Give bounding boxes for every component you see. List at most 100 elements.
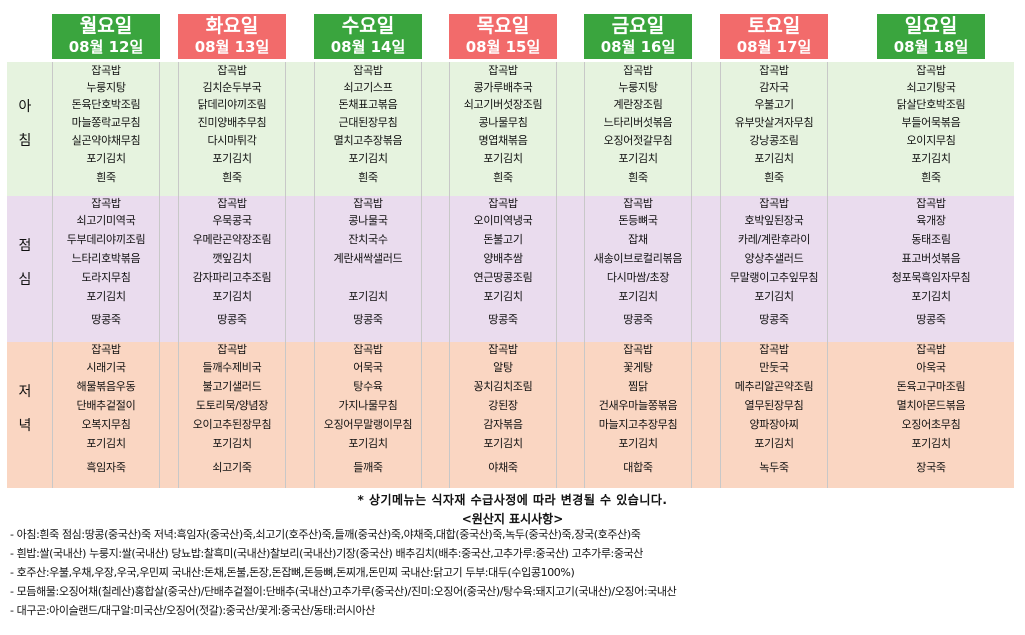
lunch-menu-item: 돈불고기 [483,233,523,246]
lunch-menu-item: 포기김치 [348,290,388,303]
breakfast-menu-item: 닭데리야끼조림 [197,98,267,111]
day-name: 목요일 [476,15,530,37]
breakfast-menu-item: 포기김치 [348,152,388,165]
breakfast-menu-item: 느타리버섯볶음 [603,116,673,129]
breakfast-menu-item: 김치순두부국 [202,81,262,94]
dinner-menu-item: 탕수육 [353,380,383,393]
meal-label-dinner: 저 녁 [7,381,43,437]
breakfast-menu-item: 우불고기 [754,98,794,111]
lunch-menu-item: 콩나물국 [348,214,388,227]
origin-line: - 대구곤:아이슬랜드/대구알:미국산/오징어(젓갈):중국산/꽃게:중국산/동… [10,604,375,617]
breakfast-menu-item: 계란장조림 [613,98,663,111]
dinner-menu-item: 열무된장무침 [744,399,804,412]
lunch-menu-item: 포기김치 [911,290,951,303]
dinner-menu-item: 만둣국 [759,361,789,374]
day-name: 화요일 [205,15,259,37]
origin-line: - 아침:흰죽 점심:땅콩(중국산)죽 저녁:흑임자(중국산)죽,쇠고기(호주산… [10,528,641,541]
dinner-menu-item: 오이고추된장무침 [192,418,272,431]
origin-line: - 흰밥:쌀(국내산) 누룽지:쌀(국내산) 당뇨밥:찰흑미(국내산)찰보리(국… [10,547,643,560]
dinner-menu-item: 강된장 [488,399,518,412]
dinner-menu-item: 양파장아찌 [749,418,799,431]
dinner-menu-item: 감자볶음 [483,418,523,431]
lunch-menu-item: 두부데리야끼조림 [66,233,146,246]
dinner-menu-item: 잡곡밥 [488,343,518,356]
lunch-menu-item: 느타리호박볶음 [71,252,141,265]
breakfast-menu-item: 잡곡밥 [916,64,946,77]
dinner-menu-item: 포기김치 [754,437,794,450]
lunch-menu-item: 우묵콩국 [212,214,252,227]
dinner-menu-item: 잡곡밥 [759,343,789,356]
meal-label-breakfast-1: 아 [18,99,32,115]
lunch-menu-item: 잡곡밥 [759,197,789,210]
lunch-menu-item: 깻잎김치 [212,252,252,265]
dinner-menu-item: 가지나물무침 [338,399,398,412]
day-date: 08월 14일 [330,38,406,56]
lunch-menu-item: 쇠고기미역국 [76,214,136,227]
lunch-menu-item: 잡곡밥 [916,197,946,210]
lunch-menu-item: 표고버섯볶음 [901,252,961,265]
lunch-menu-item: 땅콩죽 [759,313,789,326]
dinner-menu-item: 어묵국 [353,361,383,374]
dinner-menu-item: 오징어무말랭이무침 [323,418,413,431]
origin-line: - 모듬해물:오징어채(칠레산)홍합살(중국산)/단배추겉절이:단배추(국내산)… [10,585,677,598]
lunch-menu-item: 양배추쌈 [483,252,523,265]
day-column-2 [178,62,286,488]
dinner-menu-item: 해물볶음우동 [76,380,136,393]
dinner-menu-item: 포기김치 [483,437,523,450]
breakfast-menu-item: 흰죽 [493,171,513,184]
meal-label-lunch-1: 점 [18,238,32,254]
day-header-4: 목요일 08월 15일 [449,14,557,59]
breakfast-menu-item: 다시마튀각 [207,134,257,147]
dinner-menu-item: 장국죽 [916,461,946,474]
dinner-band [7,342,1014,488]
lunch-menu-item: 감자파리고추조림 [192,271,272,284]
origin-title: <원산지 표시사항> [461,512,564,526]
breakfast-menu-item: 흰죽 [921,171,941,184]
dinner-menu-item: 멸치아몬드볶음 [896,399,966,412]
breakfast-menu-item: 포기김치 [618,152,658,165]
dinner-menu-item: 오복지무침 [81,418,131,431]
lunch-menu-item: 새송이브로컬리볶음 [593,252,683,265]
dinner-menu-item: 꽃게탕 [623,361,653,374]
breakfast-menu-item: 명엽채볶음 [478,134,528,147]
lunch-menu-item: 땅콩죽 [353,313,383,326]
breakfast-menu-item: 포기김치 [212,152,252,165]
meal-label-lunch-2: 심 [18,272,32,288]
dinner-menu-item: 불고기샐러드 [202,380,262,393]
lunch-menu-item: 잡곡밥 [488,197,518,210]
lunch-menu-item: 잡곡밥 [217,197,247,210]
breakfast-menu-item: 유부맛살겨자무침 [734,116,814,129]
meal-label-lunch: 점 심 [7,235,43,291]
meal-label-breakfast: 아 침 [7,96,43,152]
breakfast-menu-item: 흰죽 [628,171,648,184]
day-column-4 [449,62,557,488]
lunch-menu-item: 포기김치 [754,290,794,303]
breakfast-menu-item: 감자국 [759,81,789,94]
breakfast-menu-item: 쇠고기탕국 [906,81,956,94]
day-date: 08월 16일 [600,38,676,56]
breakfast-menu-item: 잡곡밥 [353,64,383,77]
day-name: 수요일 [341,15,395,37]
dinner-menu-item: 포기김치 [348,437,388,450]
day-date: 08월 13일 [194,38,270,56]
dinner-menu-item: 알탕 [493,361,513,374]
breakfast-menu-item: 잡곡밥 [759,64,789,77]
dinner-menu-item: 포기김치 [911,437,951,450]
day-header-6: 토요일 08월 17일 [720,14,828,59]
breakfast-menu-item: 포기김치 [483,152,523,165]
day-header-3: 수요일 08월 14일 [314,14,422,59]
lunch-menu-item: 잡채 [628,233,648,246]
breakfast-menu-item: 마늘쫑락교무침 [71,116,141,129]
lunch-menu-item: 포기김치 [618,290,658,303]
breakfast-menu-item: 잡곡밥 [217,64,247,77]
change-notice: * 상기메뉴는 식자재 수급사정에 따라 변경될 수 있습니다. [357,493,668,507]
breakfast-band [7,62,1014,196]
dinner-menu-item: 시래기국 [86,361,126,374]
lunch-menu-item: 포기김치 [483,290,523,303]
lunch-menu-item: 땅콩죽 [488,313,518,326]
dinner-menu-item: 들깨죽 [353,461,383,474]
dinner-menu-item: 단배추겉절이 [76,399,136,412]
day-column-3 [314,62,422,488]
dinner-menu-item: 건새우마늘쫑볶음 [598,399,678,412]
meal-label-breakfast-2: 침 [18,133,32,149]
